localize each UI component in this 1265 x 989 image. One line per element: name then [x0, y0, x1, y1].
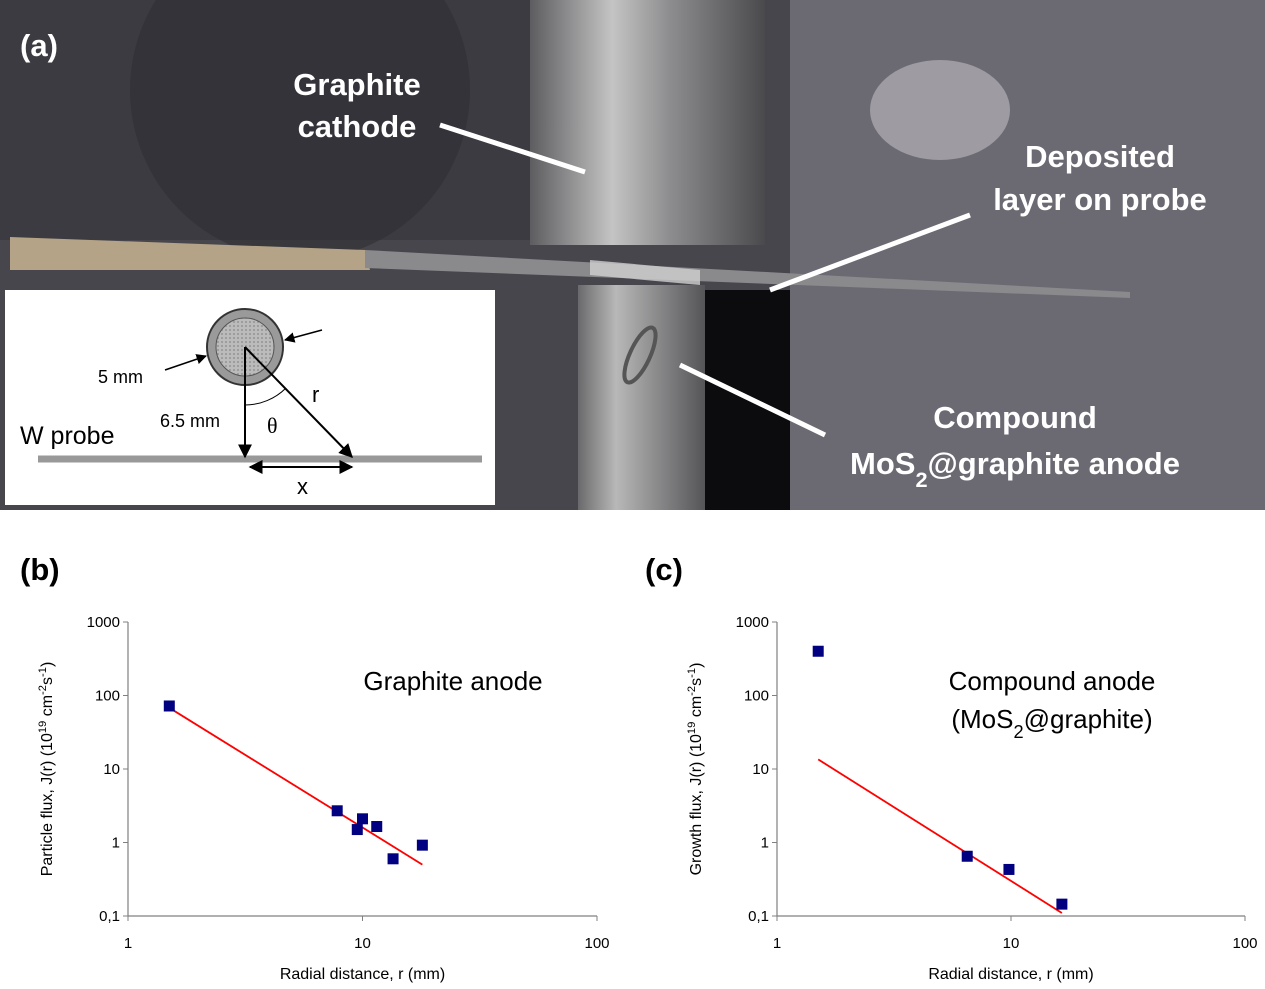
panel-label: (b) [20, 552, 60, 587]
data-point [357, 813, 368, 824]
data-point [813, 646, 824, 657]
text-part: 19 [37, 721, 49, 733]
text-part: 2 [1013, 722, 1023, 742]
data-point [388, 853, 399, 864]
x-tick-label: 1 [124, 935, 132, 952]
text-part: @graphite anode [928, 446, 1180, 481]
text-part: 19 [686, 722, 698, 734]
x-axis-title: Radial distance, r (mm) [280, 966, 445, 983]
data-point [1003, 864, 1014, 875]
data-point [164, 700, 175, 711]
y-tick-label: 0,1 [99, 908, 120, 925]
y-axis-title: Particle flux, J(r) (1019 cm-2s-1) [37, 662, 56, 877]
panel-label: (c) [645, 552, 683, 587]
text-part: Compound anode [949, 666, 1156, 696]
text-part: -2 [37, 685, 49, 695]
y-tick-label: 10 [103, 761, 120, 778]
y-axis-title: Growth flux, J(r) (1019 cm-2s-1) [686, 663, 705, 876]
panel-label: (a) [20, 28, 58, 63]
x-tick-label: 10 [1003, 935, 1020, 952]
data-point [417, 840, 428, 851]
annotation: Graphite anode [363, 666, 542, 696]
text-part: -2 [686, 686, 698, 696]
annotation: (MoS2@graphite) [951, 704, 1152, 742]
data-point [371, 821, 382, 832]
y-tick-label: 1 [112, 835, 120, 852]
text-part: MoS [850, 446, 915, 481]
text-part: 2 [915, 467, 927, 492]
photo-label: Compound [933, 400, 1097, 435]
photo-label: Graphite [293, 67, 420, 102]
inset-label: θ [267, 413, 278, 438]
inset-label: 5 mm [98, 367, 143, 387]
photo-label: Deposited [1025, 139, 1175, 174]
y-tick-label: 100 [744, 688, 769, 705]
text-part: s [39, 677, 56, 685]
annotation: Compound anode [949, 666, 1156, 696]
y-tick-label: 10 [752, 761, 769, 778]
y-tick-label: 0,1 [748, 908, 769, 925]
photo-label: layer on probe [993, 182, 1207, 217]
y-tick-label: 1000 [736, 614, 769, 631]
text-part: @graphite) [1024, 704, 1153, 734]
y-tick-label: 1 [761, 835, 769, 852]
data-point [1056, 899, 1067, 910]
data-point [962, 851, 973, 862]
inset-diagram [5, 290, 495, 505]
text-part: (MoS [951, 704, 1013, 734]
x-tick-label: 100 [1232, 935, 1257, 952]
x-tick-label: 1 [773, 935, 781, 952]
text-part: cm [688, 696, 705, 722]
text-part: cm [39, 695, 56, 721]
fit-line [169, 708, 422, 865]
text-part: -1 [686, 668, 698, 678]
inset-label: x [297, 474, 308, 499]
text-part: s [688, 678, 705, 686]
data-point [332, 805, 343, 816]
text-part: ) [688, 663, 705, 668]
inset-label: r [312, 382, 319, 407]
inset-label: 6.5 mm [160, 411, 220, 431]
data-point [352, 824, 363, 835]
text-part: -1 [37, 667, 49, 677]
figure: (a) Graphite cathode Deposited layer on … [0, 0, 1265, 989]
fit-line [818, 759, 1062, 913]
photo-label: cathode [298, 109, 417, 144]
x-axis-title: Radial distance, r (mm) [928, 966, 1093, 983]
x-tick-label: 10 [354, 935, 371, 952]
y-tick-label: 100 [95, 688, 120, 705]
text-part: Graphite anode [363, 666, 542, 696]
y-tick-label: 1000 [87, 614, 120, 631]
inset-label: W probe [20, 422, 114, 450]
text-part: ) [39, 662, 56, 667]
text-part: Particle flux, J(r) (10 [39, 733, 56, 876]
x-tick-label: 100 [584, 935, 609, 952]
text-part: Growth flux, J(r) (10 [688, 734, 705, 875]
